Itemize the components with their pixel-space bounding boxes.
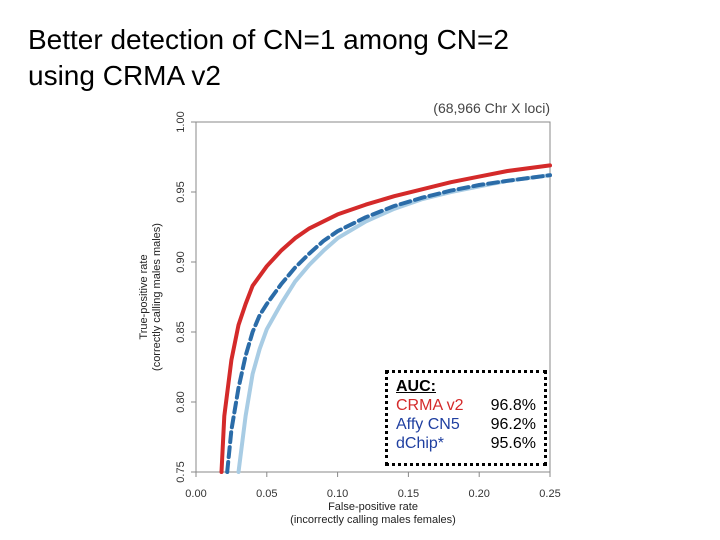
legend-name-dchip: dChip* xyxy=(396,435,445,452)
legend-auc-crma: 96.8% xyxy=(490,397,536,414)
x-tick-label: 0.10 xyxy=(327,488,348,500)
y-tick-label: 0.90 xyxy=(175,251,187,272)
x-axis-label-line1: False-positive rate xyxy=(328,501,418,513)
legend-row-dchip: dChip* 95.6% xyxy=(396,434,536,453)
y-axis-label-line2: (correctly calling males males) xyxy=(151,223,163,371)
legend-title: AUC: xyxy=(396,378,436,395)
legend-name-affy: Affy CN5 xyxy=(396,416,460,433)
legend-name-crma: CRMA v2 xyxy=(396,397,464,414)
x-tick-label: 0.15 xyxy=(398,488,419,500)
legend-auc-dchip: 95.6% xyxy=(490,435,536,452)
y-tick-label: 0.95 xyxy=(175,181,187,202)
x-tick-label: 0.25 xyxy=(539,488,560,500)
x-tick-label: 0.20 xyxy=(468,488,489,500)
chart-subtitle: (68,966 Chr X loci) xyxy=(433,100,550,116)
y-tick-label: 0.75 xyxy=(175,461,187,482)
x-tick-label: 0.05 xyxy=(256,488,277,500)
slide-title: Better detection of CN=1 among CN=2 usin… xyxy=(28,22,509,94)
x-tick-label: 0.00 xyxy=(185,488,206,500)
slide-title-line1: Better detection of CN=1 among CN=2 xyxy=(28,24,509,55)
legend-auc-affy: 96.2% xyxy=(490,416,536,433)
series-line-affy-cn5 xyxy=(225,173,552,474)
legend-row-affy: Affy CN5 96.2% xyxy=(396,415,536,434)
y-tick-label: 0.80 xyxy=(175,391,187,412)
series-line-crma-v2 xyxy=(219,163,552,474)
x-axis-label-line2: (incorrectly calling males females) xyxy=(290,514,456,526)
auc-legend: AUC: CRMA v2 96.8% Affy CN5 96.2% dChip*… xyxy=(385,370,547,466)
series-layer xyxy=(219,163,552,474)
axis-ticks: 0.00 0.05 0.10 0.15 0.20 0.25 0.75 0.80 0.85 0.90… xyxy=(175,111,561,500)
slide-title-line2: using CRMA v2 xyxy=(28,60,221,91)
y-tick-label: 1.00 xyxy=(175,111,187,132)
y-axis-label-line1: True-positive rate xyxy=(138,254,150,339)
legend-row-crma: CRMA v2 96.8% xyxy=(396,396,536,415)
y-tick-label: 0.85 xyxy=(175,321,187,342)
